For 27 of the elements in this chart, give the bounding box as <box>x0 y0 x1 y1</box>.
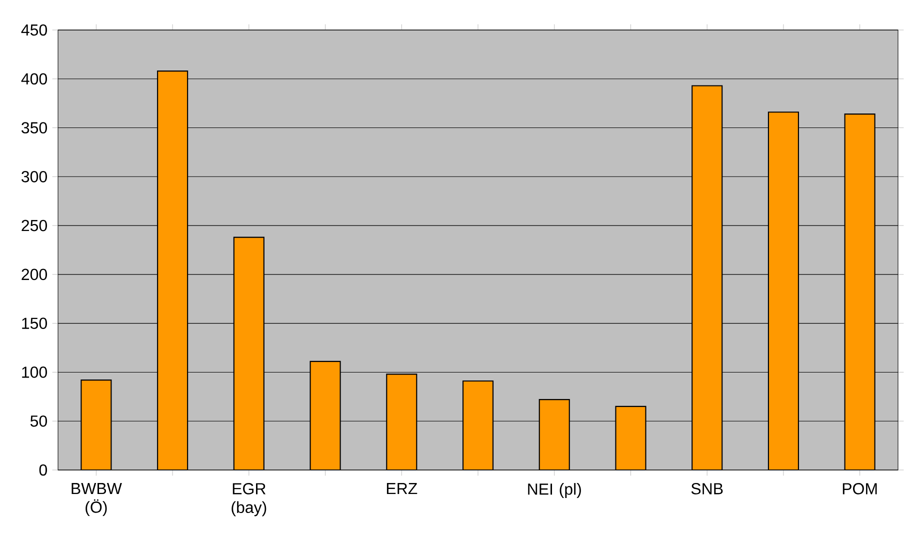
y-tick-label: 150 <box>22 318 47 329</box>
bar <box>462 380 494 470</box>
bar <box>80 379 112 470</box>
y-tick-label: 250 <box>22 220 47 232</box>
y-tick-label: 350 <box>22 122 47 134</box>
y-tick-label: 400 <box>21 73 47 85</box>
y-tick-label: 100 <box>22 366 47 378</box>
bar <box>615 406 646 470</box>
bar <box>233 236 264 470</box>
y-tick-label: 200 <box>22 268 47 280</box>
x-tick-label: NEI (pl) <box>528 483 581 498</box>
x-tick-label: ERZ <box>386 483 418 494</box>
x-tick-label: SNB <box>691 483 723 494</box>
y-tick-label: 300 <box>22 171 47 182</box>
y-tick-label: 450 <box>21 24 47 36</box>
y-tick-label: 0 <box>39 464 47 476</box>
bar <box>768 112 799 470</box>
bar <box>538 399 570 470</box>
x-tick-label: EGR (bay) <box>232 483 266 516</box>
x-tick-label: BWBW (Ö) <box>72 483 122 516</box>
y-tick-label: 50 <box>30 415 47 427</box>
x-tick-label: POM <box>842 483 877 494</box>
bar <box>386 374 418 470</box>
bar <box>310 360 341 470</box>
bar <box>692 85 723 470</box>
bar <box>157 70 188 470</box>
bar <box>844 114 876 470</box>
